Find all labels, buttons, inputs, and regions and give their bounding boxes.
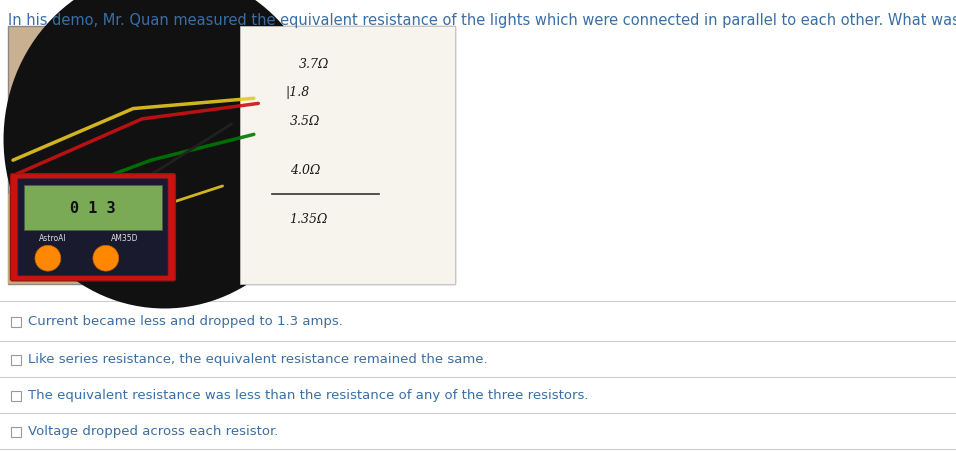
FancyBboxPatch shape xyxy=(8,27,455,285)
FancyBboxPatch shape xyxy=(11,427,21,437)
Circle shape xyxy=(35,246,61,272)
Text: 3.7Ω: 3.7Ω xyxy=(298,58,329,71)
FancyBboxPatch shape xyxy=(8,194,455,285)
Text: The equivalent resistance was less than the resistance of any of the three resis: The equivalent resistance was less than … xyxy=(28,389,589,401)
FancyBboxPatch shape xyxy=(11,391,21,400)
Text: Current became less and dropped to 1.3 amps.: Current became less and dropped to 1.3 a… xyxy=(28,315,343,328)
FancyBboxPatch shape xyxy=(18,179,168,276)
Text: 3.5Ω: 3.5Ω xyxy=(290,115,320,128)
Text: 0 1 3: 0 1 3 xyxy=(70,201,116,216)
FancyBboxPatch shape xyxy=(241,27,455,285)
FancyBboxPatch shape xyxy=(24,185,162,231)
Text: 1.35Ω: 1.35Ω xyxy=(290,212,328,225)
FancyBboxPatch shape xyxy=(11,355,21,365)
Text: |1.8: |1.8 xyxy=(285,86,310,99)
Text: Like series resistance, the equivalent resistance remained the same.: Like series resistance, the equivalent r… xyxy=(28,353,488,366)
FancyBboxPatch shape xyxy=(11,317,21,327)
Ellipse shape xyxy=(4,0,325,309)
Circle shape xyxy=(93,246,119,272)
Text: 4.0Ω: 4.0Ω xyxy=(290,163,320,176)
Text: In his demo, Mr. Quan measured the equivalent resistance of the lights which wer: In his demo, Mr. Quan measured the equiv… xyxy=(8,13,956,28)
Text: AstroAI: AstroAI xyxy=(39,234,67,243)
Text: AM35D: AM35D xyxy=(111,234,139,243)
Text: Voltage dropped across each resistor.: Voltage dropped across each resistor. xyxy=(28,424,278,437)
FancyBboxPatch shape xyxy=(11,174,175,281)
